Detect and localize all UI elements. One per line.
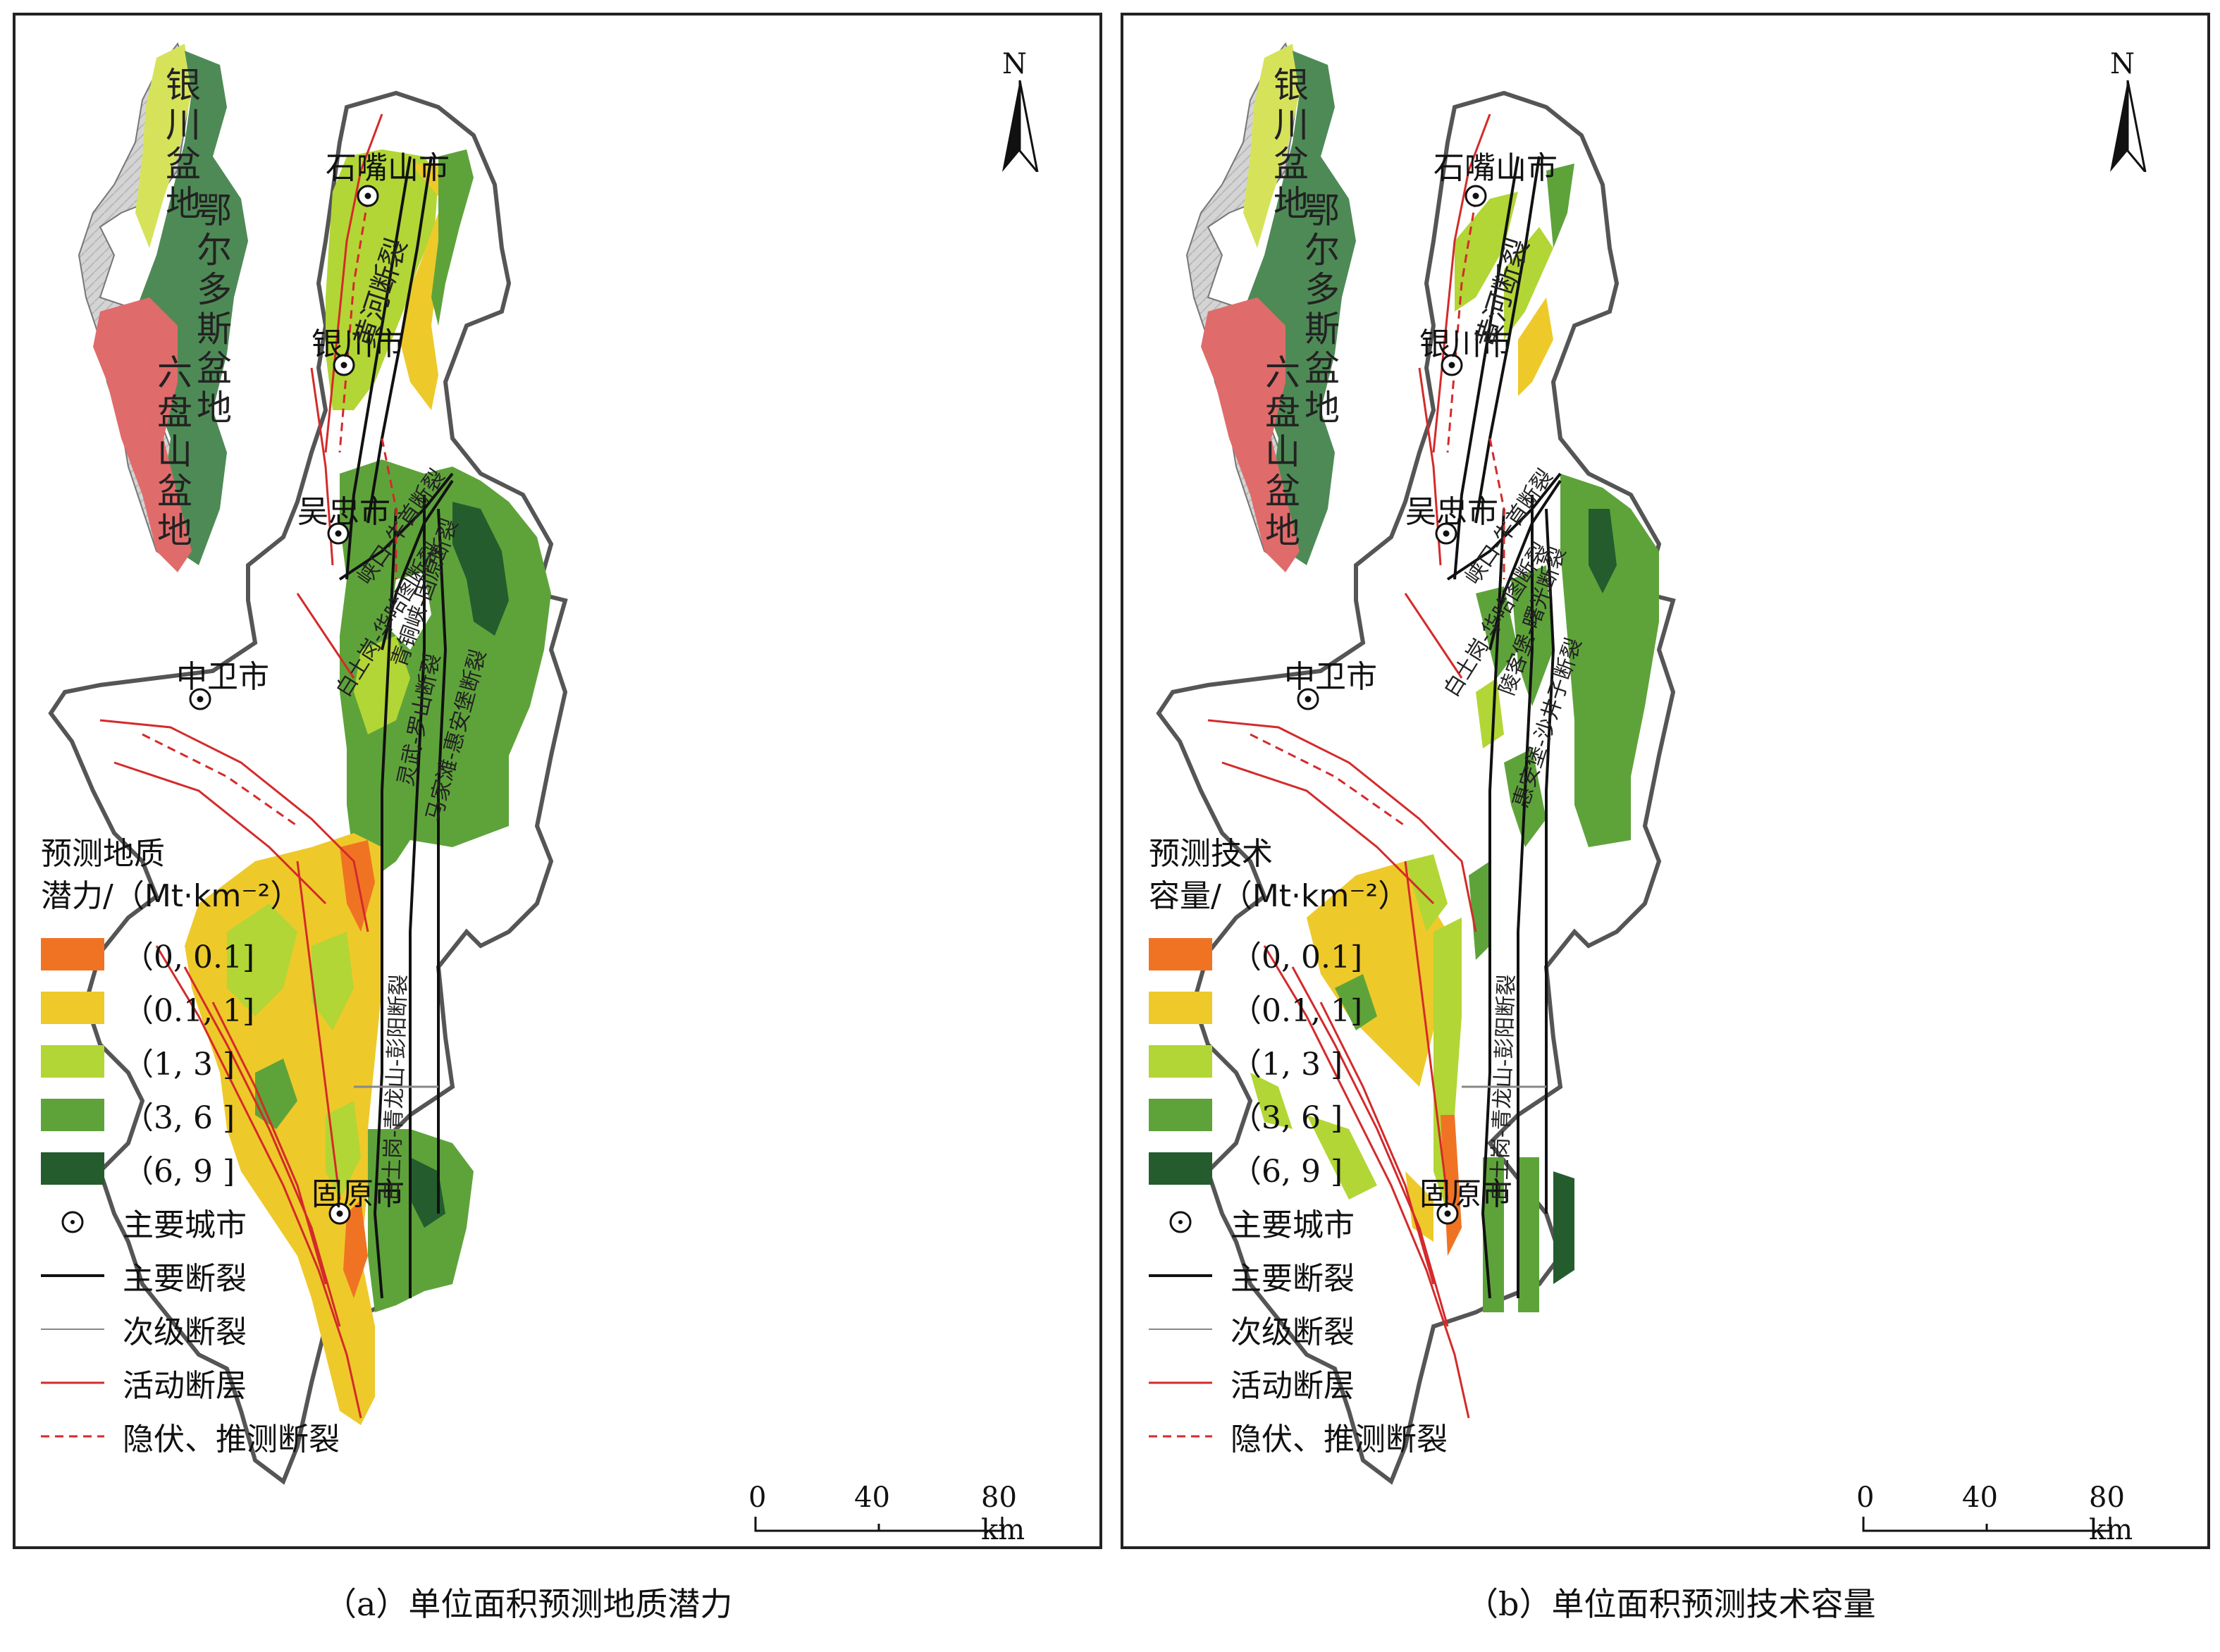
legend-class-row: （0.1, 1]: [1149, 981, 1586, 1035]
north-arrow: [1002, 80, 1039, 172]
city-label-yinchuan: 银川市: [312, 326, 405, 362]
legend-symbol-row: 主要城市: [1149, 1195, 1586, 1249]
inset-label-liupanshan: 六盘山盆地: [1259, 354, 1300, 551]
active-faults: [99, 113, 383, 1419]
legend-swatch: [41, 992, 104, 1024]
legend-symbol-row: 主要城市: [41, 1195, 478, 1249]
inset-label-yinchuan: 银川盆地: [160, 66, 201, 224]
main-fault-line-icon: [41, 1274, 104, 1277]
active-fault-line-icon: [41, 1381, 104, 1384]
inferred-fault-line-icon: [41, 1435, 104, 1438]
legend-class-row: （6, 9 ]: [41, 1142, 478, 1195]
legend-class-row: （1, 3 ]: [1149, 1035, 1586, 1088]
legend-b: 预测技术 容量/（Mt·km⁻²） （0, 0.1] （0.1, 1] （1, …: [1149, 833, 1586, 1463]
caption-b: （b）单位面积预测技术容量: [1466, 1585, 1876, 1623]
city-label-zhongwei: 中卫市: [176, 659, 269, 695]
province-outline: [48, 90, 568, 1485]
caption-a: （a）单位面积预测地质潜力: [324, 1585, 733, 1623]
city-label-guyuan: 固原市: [312, 1176, 405, 1212]
legend-swatch: [1149, 1152, 1212, 1185]
legend-class-row: （3, 6 ]: [41, 1088, 478, 1142]
legend-title-line-1: 预测地质: [41, 836, 165, 872]
city-label-wuzhong: 吴忠市: [1405, 494, 1498, 530]
map-canvas-a: [48, 42, 568, 1485]
inset-map: [78, 42, 248, 572]
city-label-zhongwei: 中卫市: [1284, 659, 1377, 695]
inferred-fault-line-icon: [1149, 1435, 1212, 1438]
secondary-fault-line-icon: [41, 1329, 104, 1330]
map-panel-b: 银川盆地 鄂尔多斯盆地 六盘山盆地 石嘴山市 银川市 吴忠市 中卫市 固原市 黄…: [1121, 13, 2210, 1549]
city-label-shizuishan: 石嘴山市: [1433, 150, 1558, 186]
city-label-yinchuan: 银川市: [1419, 326, 1512, 362]
city-label-shizuishan: 石嘴山市: [326, 150, 450, 186]
legend-swatch: [1149, 938, 1212, 970]
legend-symbol-row: 主要断裂: [1149, 1249, 1586, 1302]
main-fault-line-icon: [1149, 1274, 1212, 1277]
legend-symbol-row: 活动断层: [41, 1356, 478, 1410]
inset-label-yinchuan: 银川盆地: [1268, 66, 1309, 224]
legend-class-row: （0.1, 1]: [41, 981, 478, 1035]
inferred-faults: [142, 198, 397, 827]
legend-swatch: [1149, 992, 1212, 1024]
legend-swatch: [41, 1099, 104, 1131]
legend-symbol-row: 次级断裂: [1149, 1302, 1586, 1356]
inset-label-ordos: 鄂尔多斯盆地: [1299, 192, 1340, 429]
scale-bar-b: 0 40 80 km: [1856, 1481, 2152, 1546]
map-canvas-b: [1156, 42, 1676, 1485]
legend-title-line-2: 容量/（Mt·km⁻²）: [1149, 878, 1410, 914]
legend-class-row: （0, 0.1]: [1149, 927, 1586, 981]
north-label: N: [1002, 48, 1027, 80]
legend-class-row: （6, 9 ]: [1149, 1142, 1586, 1195]
active-fault-line-icon: [1149, 1381, 1212, 1384]
legend-swatch: [1149, 1045, 1212, 1078]
city-icon: [1169, 1211, 1192, 1233]
north-label: N: [2110, 48, 2135, 80]
inset-label-liupanshan: 六盘山盆地: [152, 354, 192, 551]
legend-symbol-row: 活动断层: [1149, 1356, 1586, 1410]
legend-symbol-row: 隐伏、推测断裂: [41, 1410, 478, 1463]
legend-title-line-2: 潜力/（Mt·km⁻²）: [41, 878, 302, 914]
legend-symbol-row: 主要断裂: [41, 1249, 478, 1302]
scale-bar-graphic: [754, 1517, 1004, 1532]
legend-a: 预测地质 潜力/（Mt·km⁻²） （0, 0.1] （0.1, 1] （1, …: [41, 833, 478, 1463]
legend-class-row: （3, 6 ]: [1149, 1088, 1586, 1142]
city-label-guyuan: 固原市: [1419, 1176, 1512, 1212]
city-label-wuzhong: 吴忠市: [297, 494, 390, 530]
secondary-fault-line-icon: [1149, 1329, 1212, 1330]
legend-title-line-1: 预测技术: [1149, 836, 1273, 872]
city-icon: [61, 1211, 84, 1233]
legend-swatch: [1149, 1099, 1212, 1131]
legend-swatch: [41, 1152, 104, 1185]
legend-symbol-row: 次级断裂: [41, 1302, 478, 1356]
city-markers: [189, 185, 379, 1225]
scale-bar-graphic: [1862, 1517, 2111, 1532]
map-panel-a: 银川盆地 鄂尔多斯盆地 六盘山盆地 石嘴山市 银川市 吴忠市 中卫市 固原市 黄…: [13, 13, 1102, 1549]
legend-class-row: （0, 0.1]: [41, 927, 478, 981]
scale-bar-a: 0 40 80 km: [748, 1481, 1044, 1546]
legend-class-row: （1, 3 ]: [41, 1035, 478, 1088]
legend-symbol-row: 隐伏、推测断裂: [1149, 1410, 1586, 1463]
main-faults: [338, 156, 454, 1299]
legend-swatch: [41, 938, 104, 970]
north-arrow: [2110, 80, 2147, 172]
legend-swatch: [41, 1045, 104, 1078]
inset-label-ordos: 鄂尔多斯盆地: [191, 192, 232, 429]
